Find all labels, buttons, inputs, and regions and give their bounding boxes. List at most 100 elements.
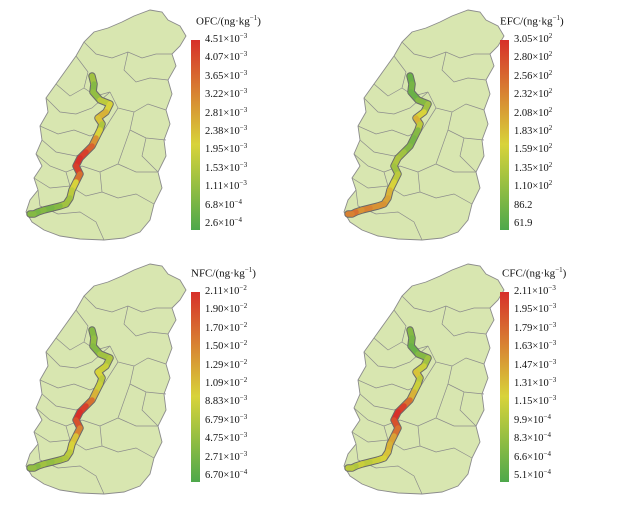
county-border xyxy=(123,305,169,337)
legend-tick-label: 2.71×10−3 xyxy=(205,449,248,464)
tick-mantissa: 1.15 xyxy=(514,396,533,408)
tick-exponent: −3 xyxy=(239,412,248,421)
tick-times-ten: ×10 xyxy=(223,162,240,174)
tick-exponent: −3 xyxy=(548,284,556,292)
tick-exponent: −4 xyxy=(234,197,242,206)
legend-tick-label: 1.35×102 xyxy=(514,161,552,175)
legend-tick-label: 3.05×102 xyxy=(514,33,552,46)
tick-times-ten: ×10 xyxy=(532,70,549,82)
legend-tick-label: 2.11×10−2 xyxy=(205,284,247,298)
legend-tick-label: 4.75×10−3 xyxy=(205,431,248,445)
county-border xyxy=(373,337,403,351)
county-border xyxy=(355,443,423,495)
tick-exponent: −4 xyxy=(543,449,551,458)
county-border xyxy=(37,189,105,241)
tick-times-ten: ×10 xyxy=(223,451,240,463)
county-border xyxy=(401,41,490,59)
tick-exponent: −3 xyxy=(548,376,557,384)
legend-tick-label: 6.70×10−4 xyxy=(205,468,248,482)
legend-tick-label: 1.11×10−3 xyxy=(205,180,247,193)
tick-exponent: −2 xyxy=(239,376,248,384)
legend-tick-label: 3.22×10−3 xyxy=(205,88,247,101)
province-outline xyxy=(25,263,187,495)
county-border xyxy=(383,425,389,441)
county-border xyxy=(401,295,490,313)
county-border xyxy=(117,417,158,427)
legend-tick-label: 61.9 xyxy=(514,218,532,230)
tick-exponent: 2 xyxy=(548,87,553,96)
legend-tick-label: 2.80×102 xyxy=(514,51,552,64)
tick-times-ten: ×10 xyxy=(532,396,549,408)
tick-mantissa: 2.08 xyxy=(514,107,533,119)
tick-times-ten: ×10 xyxy=(527,433,544,445)
legend-tick-label: 1.29×10−2 xyxy=(205,357,248,372)
legend-title-text: NFC/(ng·kg xyxy=(191,267,245,280)
tick-exponent: −2 xyxy=(239,339,248,348)
county-border xyxy=(129,111,167,141)
legend-title-exponent: −1 xyxy=(244,266,253,274)
county-border xyxy=(65,171,71,187)
tick-exponent: −3 xyxy=(239,431,248,440)
legend-title-exponent: −1 xyxy=(555,266,563,274)
tick-mantissa: 1.63 xyxy=(514,341,533,353)
tick-times-ten: ×10 xyxy=(223,70,240,82)
county-border xyxy=(83,41,172,59)
tick-mantissa: 1.83 xyxy=(514,126,533,137)
tick-exponent: −2 xyxy=(239,302,248,311)
county-border xyxy=(55,83,85,97)
legend-tick-label: 1.83×102 xyxy=(514,125,552,138)
legend-tick-label: 1.59×102 xyxy=(514,142,553,156)
tick-mantissa: 1.47 xyxy=(514,359,533,371)
tick-mantissa: 2.81 xyxy=(205,107,224,119)
legend-tick-label: 4.51×10−3 xyxy=(205,32,248,46)
tick-mantissa: 1.50 xyxy=(205,341,224,353)
legend-tick-label: 2.81×10−3 xyxy=(205,106,247,120)
legend-tick-label: 4.07×10−3 xyxy=(205,51,247,64)
legend-tick-label: 2.08×102 xyxy=(514,106,552,120)
legend-tick-label: 8.3×10−4 xyxy=(514,432,551,445)
county-border xyxy=(355,189,423,241)
tick-mantissa: 4.75 xyxy=(205,433,224,445)
tick-mantissa: 61.9 xyxy=(514,218,533,229)
legend-title-text: EFC/(ng·kg xyxy=(500,15,553,28)
tick-exponent: −2 xyxy=(239,320,248,329)
tick-exponent: −3 xyxy=(239,124,248,132)
tick-times-ten: ×10 xyxy=(532,378,549,389)
tick-mantissa: 3.65 xyxy=(205,70,224,82)
tick-times-ten: ×10 xyxy=(223,433,240,445)
county-border xyxy=(351,177,473,205)
legend-title-text: CFC/(ng·kg xyxy=(502,267,556,280)
tick-exponent: −3 xyxy=(239,160,248,169)
tick-exponent: −4 xyxy=(239,468,248,476)
tick-times-ten: ×10 xyxy=(223,359,240,371)
tick-exponent: −3 xyxy=(239,68,248,77)
legend-tick-label: 5.1×10−4 xyxy=(514,469,551,482)
tick-exponent: −3 xyxy=(239,449,248,458)
county-border xyxy=(99,171,103,193)
tick-times-ten: ×10 xyxy=(218,199,235,211)
tick-exponent: −3 xyxy=(548,320,557,329)
county-border xyxy=(99,425,103,447)
tick-mantissa: 86.2 xyxy=(514,199,533,211)
county-border xyxy=(351,431,473,459)
tick-exponent: −2 xyxy=(239,357,248,366)
nfc-map xyxy=(25,263,187,495)
province-outline xyxy=(343,263,505,495)
tick-exponent: 2 xyxy=(548,179,553,188)
county-border xyxy=(55,337,85,351)
tick-mantissa: 1.95 xyxy=(514,304,533,316)
tick-times-ten: ×10 xyxy=(223,341,240,353)
tick-exponent: −3 xyxy=(239,32,248,40)
legend-title-close: ) xyxy=(257,15,261,28)
tick-times-ten: ×10 xyxy=(223,126,240,137)
county-border xyxy=(117,163,158,173)
legend-tick-label: 1.53×10−3 xyxy=(205,160,248,175)
tick-times-ten: ×10 xyxy=(223,304,240,316)
tick-exponent: −2 xyxy=(239,284,247,292)
legend-tick-label: 1.95×10−3 xyxy=(514,302,557,316)
tick-exponent: −3 xyxy=(548,302,557,311)
tick-mantissa: 1.29 xyxy=(205,359,224,371)
tick-exponent: 2 xyxy=(548,142,553,151)
tick-mantissa: 2.11 xyxy=(514,286,532,297)
tick-exponent: −3 xyxy=(239,142,248,151)
